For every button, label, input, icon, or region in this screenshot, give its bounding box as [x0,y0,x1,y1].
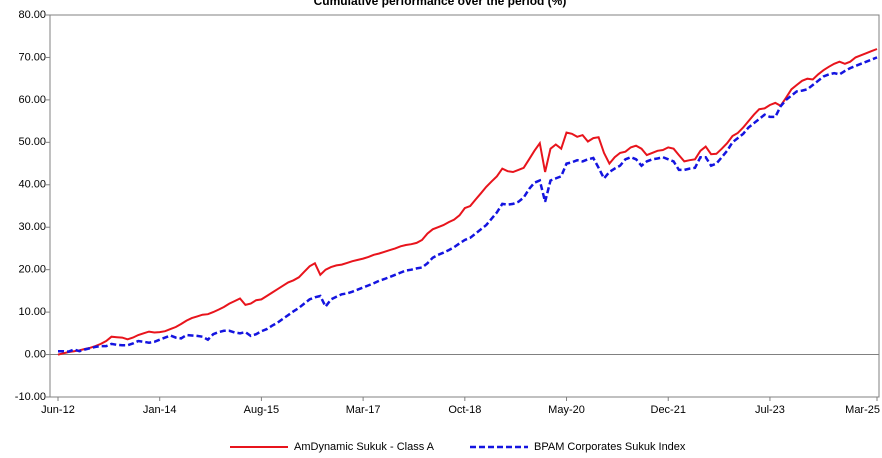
y-tick-label: 50.00 [18,136,46,148]
x-tick-label: Jun-12 [41,404,75,416]
y-tick-label: 30.00 [18,221,46,233]
y-tick-label: 0.00 [25,348,46,360]
legend-label: AmDynamic Sukuk - Class A [294,441,435,453]
y-tick-label: 80.00 [18,9,46,21]
series-line [58,56,878,353]
y-tick-label: 10.00 [18,306,46,318]
x-tick-label: Dec-21 [651,404,686,416]
y-tick-label: 40.00 [18,179,46,191]
plot-frame [49,14,880,398]
x-tick-label: Mar-17 [346,404,381,416]
x-tick-label: Jan-14 [143,404,177,416]
chart-title: Cumulative performance over the period (… [314,0,567,8]
x-tick-label: Mar-25 [845,404,880,416]
legend-label: BPAM Corporates Sukuk Index [534,441,686,453]
y-tick-label: -10.00 [15,391,46,403]
x-tick-label: May-20 [548,404,585,416]
y-tick-label: 70.00 [18,51,46,63]
x-tick-label: Jul-23 [755,404,785,416]
y-tick-label: 20.00 [18,264,46,276]
x-tick-label: Aug-15 [244,404,279,416]
x-tick-label: Oct-18 [448,404,481,416]
series-line [57,48,878,356]
y-tick-label: 60.00 [18,94,46,106]
